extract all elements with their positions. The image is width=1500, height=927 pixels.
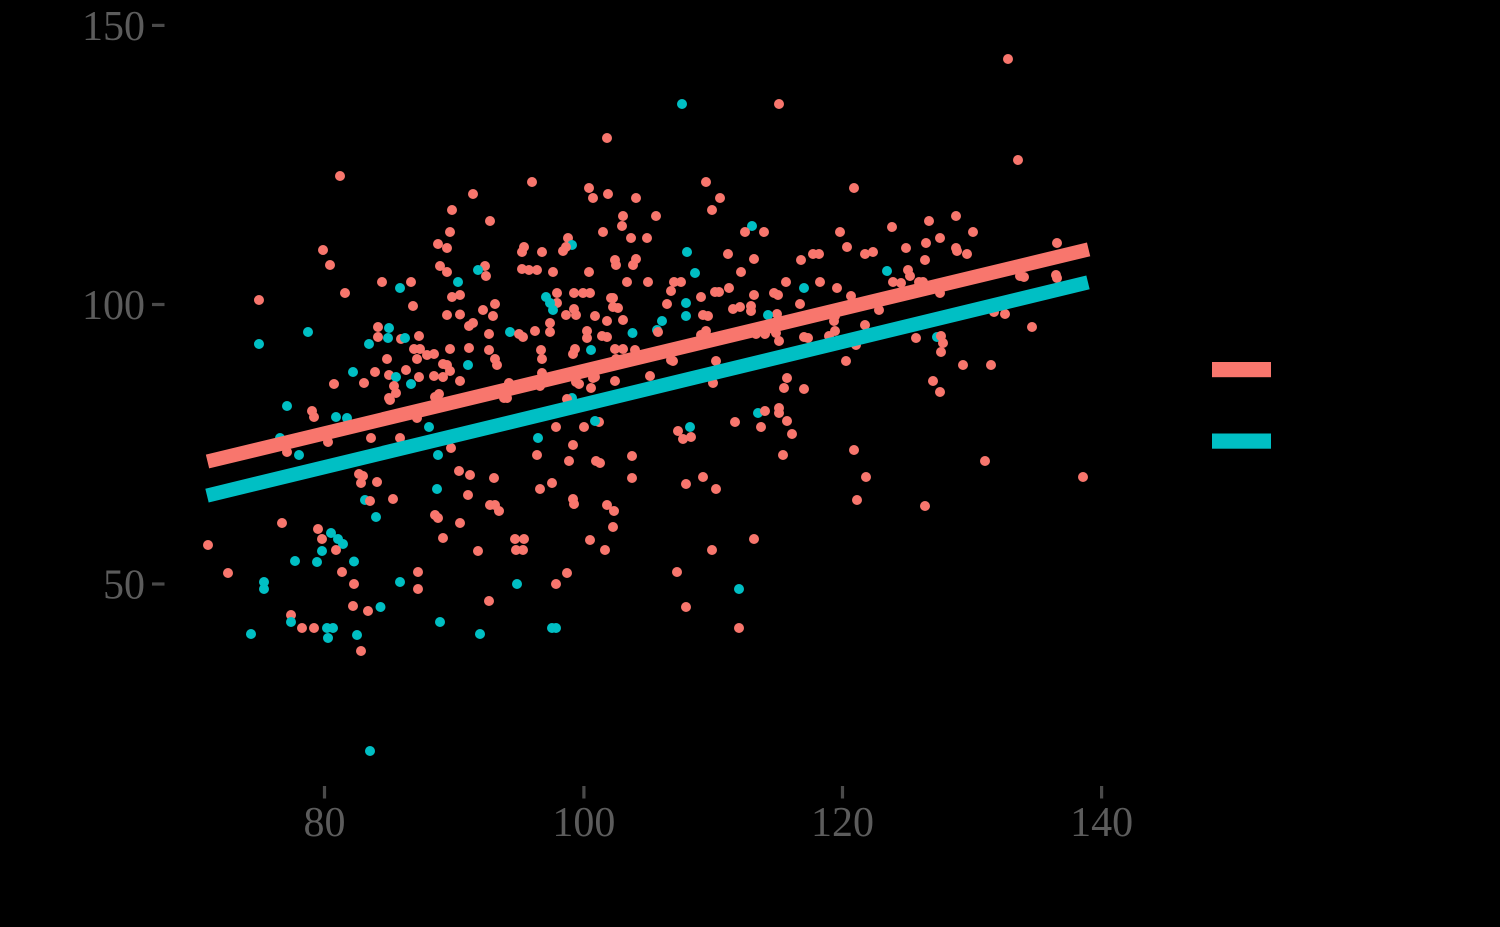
svg-text:100: 100 xyxy=(82,283,145,329)
svg-text:80: 80 xyxy=(304,800,346,846)
svg-text:50: 50 xyxy=(103,563,145,609)
svg-text:140: 140 xyxy=(1070,800,1133,846)
svg-text:120: 120 xyxy=(811,800,874,846)
svg-text:100: 100 xyxy=(552,800,615,846)
svg-text:150: 150 xyxy=(82,4,145,50)
